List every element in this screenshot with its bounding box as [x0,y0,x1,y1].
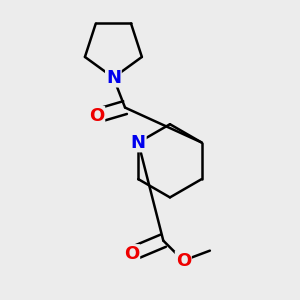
Text: O: O [176,252,191,270]
Text: N: N [106,69,121,87]
Text: O: O [124,245,139,263]
Text: O: O [89,107,104,125]
Text: N: N [131,134,146,152]
